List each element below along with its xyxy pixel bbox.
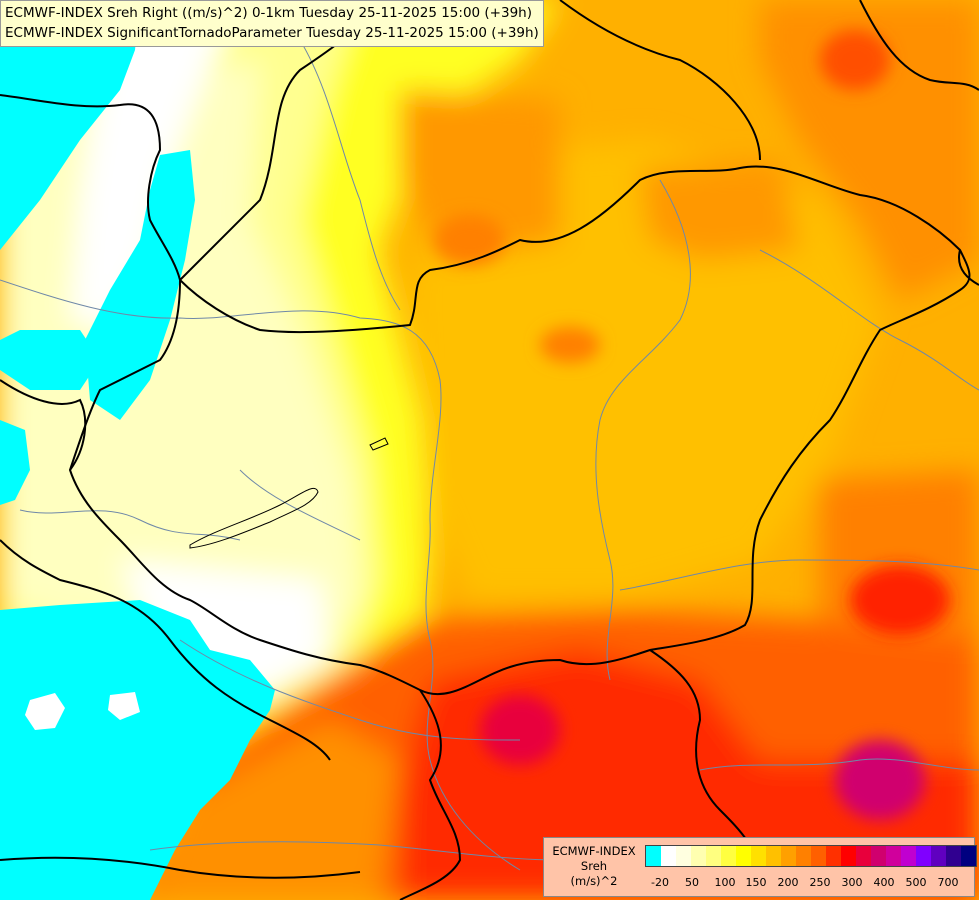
border-west-austria <box>0 379 87 471</box>
border-croatia-south <box>399 689 462 900</box>
legend-tick-label: 500 <box>905 876 927 889</box>
field-orange-core <box>410 140 880 600</box>
legend-swatch <box>886 846 901 866</box>
legend-swatch <box>796 846 811 866</box>
max-south-east <box>835 740 925 820</box>
legend-tick-label: 100 <box>714 876 736 889</box>
border-poland <box>859 0 979 91</box>
border-east-ro <box>958 249 979 286</box>
legend-swatch <box>961 846 976 866</box>
river-tisza <box>595 179 691 681</box>
field-sw-tongue <box>150 720 400 900</box>
legend-swatch <box>841 846 856 866</box>
legend-title-unit: (m/s)^2 <box>570 874 618 888</box>
legend-swatch <box>871 846 886 866</box>
river-east <box>759 249 979 391</box>
legend-swatch <box>691 846 706 866</box>
river-sava <box>149 841 561 861</box>
legend-tick-label: -20 <box>651 876 669 889</box>
field-orange-ne <box>760 0 979 300</box>
legend-swatch <box>856 846 871 866</box>
legend-title: ECMWF-INDEX Sreh (m/s)^2 <box>546 844 642 889</box>
white-hole-sw2 <box>108 692 140 720</box>
border-slovakia-ukraine <box>559 0 761 161</box>
legend-swatch <box>706 846 721 866</box>
max-north-east <box>820 30 890 90</box>
cyan-southwest <box>0 600 275 900</box>
white-hole-sw <box>25 693 65 730</box>
cyan-northwest <box>0 0 140 250</box>
cyan-west-small <box>0 420 30 505</box>
max-east <box>850 565 950 635</box>
legend-title-param: Sreh <box>580 859 608 873</box>
max-south-center <box>480 695 560 765</box>
legend-swatch <box>766 846 781 866</box>
legend-tick-label: 400 <box>873 876 895 889</box>
legend-tick-label: 150 <box>745 876 767 889</box>
legend-tick-label: 50 <box>685 876 699 889</box>
border-southwest-coast <box>0 856 361 879</box>
legend-tick-label: 700 <box>937 876 959 889</box>
legend-tick-label: 250 <box>809 876 831 889</box>
border-hungary <box>68 165 971 696</box>
cyan-west-lobe <box>0 330 100 390</box>
legend-swatch <box>946 846 961 866</box>
field-orange-north <box>400 90 560 260</box>
legend-swatch <box>646 846 661 866</box>
legend-swatch <box>661 846 676 866</box>
lake-balaton <box>189 487 319 549</box>
legend-swatch <box>811 846 826 866</box>
rivers <box>0 39 979 871</box>
legend-swatch <box>781 846 796 866</box>
river-mures <box>619 559 979 591</box>
river-north <box>299 39 401 311</box>
legend-swatch <box>676 846 691 866</box>
legend-swatch <box>721 846 736 866</box>
cyan-west-strip <box>85 150 195 420</box>
legend-swatch <box>826 846 841 866</box>
legend-ticks: -20 50 100 150 200 250 300 400 500 700 <box>645 876 975 890</box>
lake-small <box>369 437 389 451</box>
map-title-line1: ECMWF-INDEX Sreh Right ((m/s)^2) 0-1km T… <box>5 5 532 21</box>
legend-title-model: ECMWF-INDEX <box>552 844 636 858</box>
legend-tick-label: 300 <box>841 876 863 889</box>
legend-color-bar <box>645 845 977 867</box>
river-lake-region <box>239 469 361 541</box>
legend-swatch <box>901 846 916 866</box>
legend-swatch <box>751 846 766 866</box>
river-south-east <box>699 758 979 771</box>
field-negative-areas <box>0 0 275 900</box>
map-title-line2: ECMWF-INDEX SignificantTornadoParameter … <box>5 25 539 41</box>
river-danube <box>0 279 521 871</box>
legend-tick-label: 200 <box>777 876 799 889</box>
legend-swatch <box>931 846 946 866</box>
max-center <box>540 327 600 363</box>
river-drava <box>179 639 521 741</box>
color-legend: ECMWF-INDEX Sreh (m/s)^2 -20 50 100 150 200 2… <box>543 837 977 897</box>
field-orange-ne2 <box>640 160 800 260</box>
border-slovenia <box>0 539 331 761</box>
map-title-box: ECMWF-INDEX Sreh Right ((m/s)^2) 0-1km T… <box>0 0 544 47</box>
legend-swatch <box>916 846 931 866</box>
legend-swatch <box>736 846 751 866</box>
border-austria-west <box>0 94 181 281</box>
river-west <box>19 509 241 541</box>
max-north <box>435 215 505 265</box>
